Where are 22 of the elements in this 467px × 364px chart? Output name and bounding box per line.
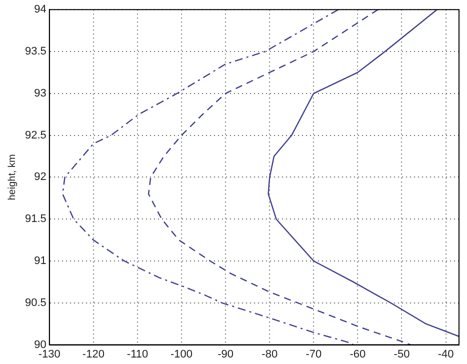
x-tick-label: -110 — [126, 348, 148, 360]
y-tick-label: 90.5 — [24, 296, 46, 309]
x-tick-label: -130 — [38, 348, 60, 360]
y-axis-title: height, km — [6, 154, 18, 200]
x-tick-label: -100 — [170, 348, 193, 360]
y-tick-label: 93.5 — [24, 46, 46, 58]
x-tick-label: -60 — [350, 348, 366, 360]
y-tick-label: 93 — [34, 87, 46, 100]
x-tick-label: -120 — [82, 348, 104, 360]
y-tick-label: 91 — [34, 255, 46, 268]
y-tick-label: 91.5 — [24, 213, 46, 226]
line-series — [62, 10, 354, 345]
x-tick-label: -80 — [262, 348, 278, 360]
y-tick-label: 92 — [34, 171, 46, 184]
y-tick-label: 92.5 — [24, 129, 46, 142]
y-tick-label: 94 — [34, 4, 46, 16]
y-tick-label: 90 — [34, 338, 46, 351]
x-tick-label: -40 — [438, 348, 454, 360]
x-tick-label: -90 — [218, 348, 234, 360]
x-tick-label: -70 — [306, 348, 322, 360]
x-tick-label: -50 — [394, 348, 410, 360]
line-series — [148, 10, 412, 345]
